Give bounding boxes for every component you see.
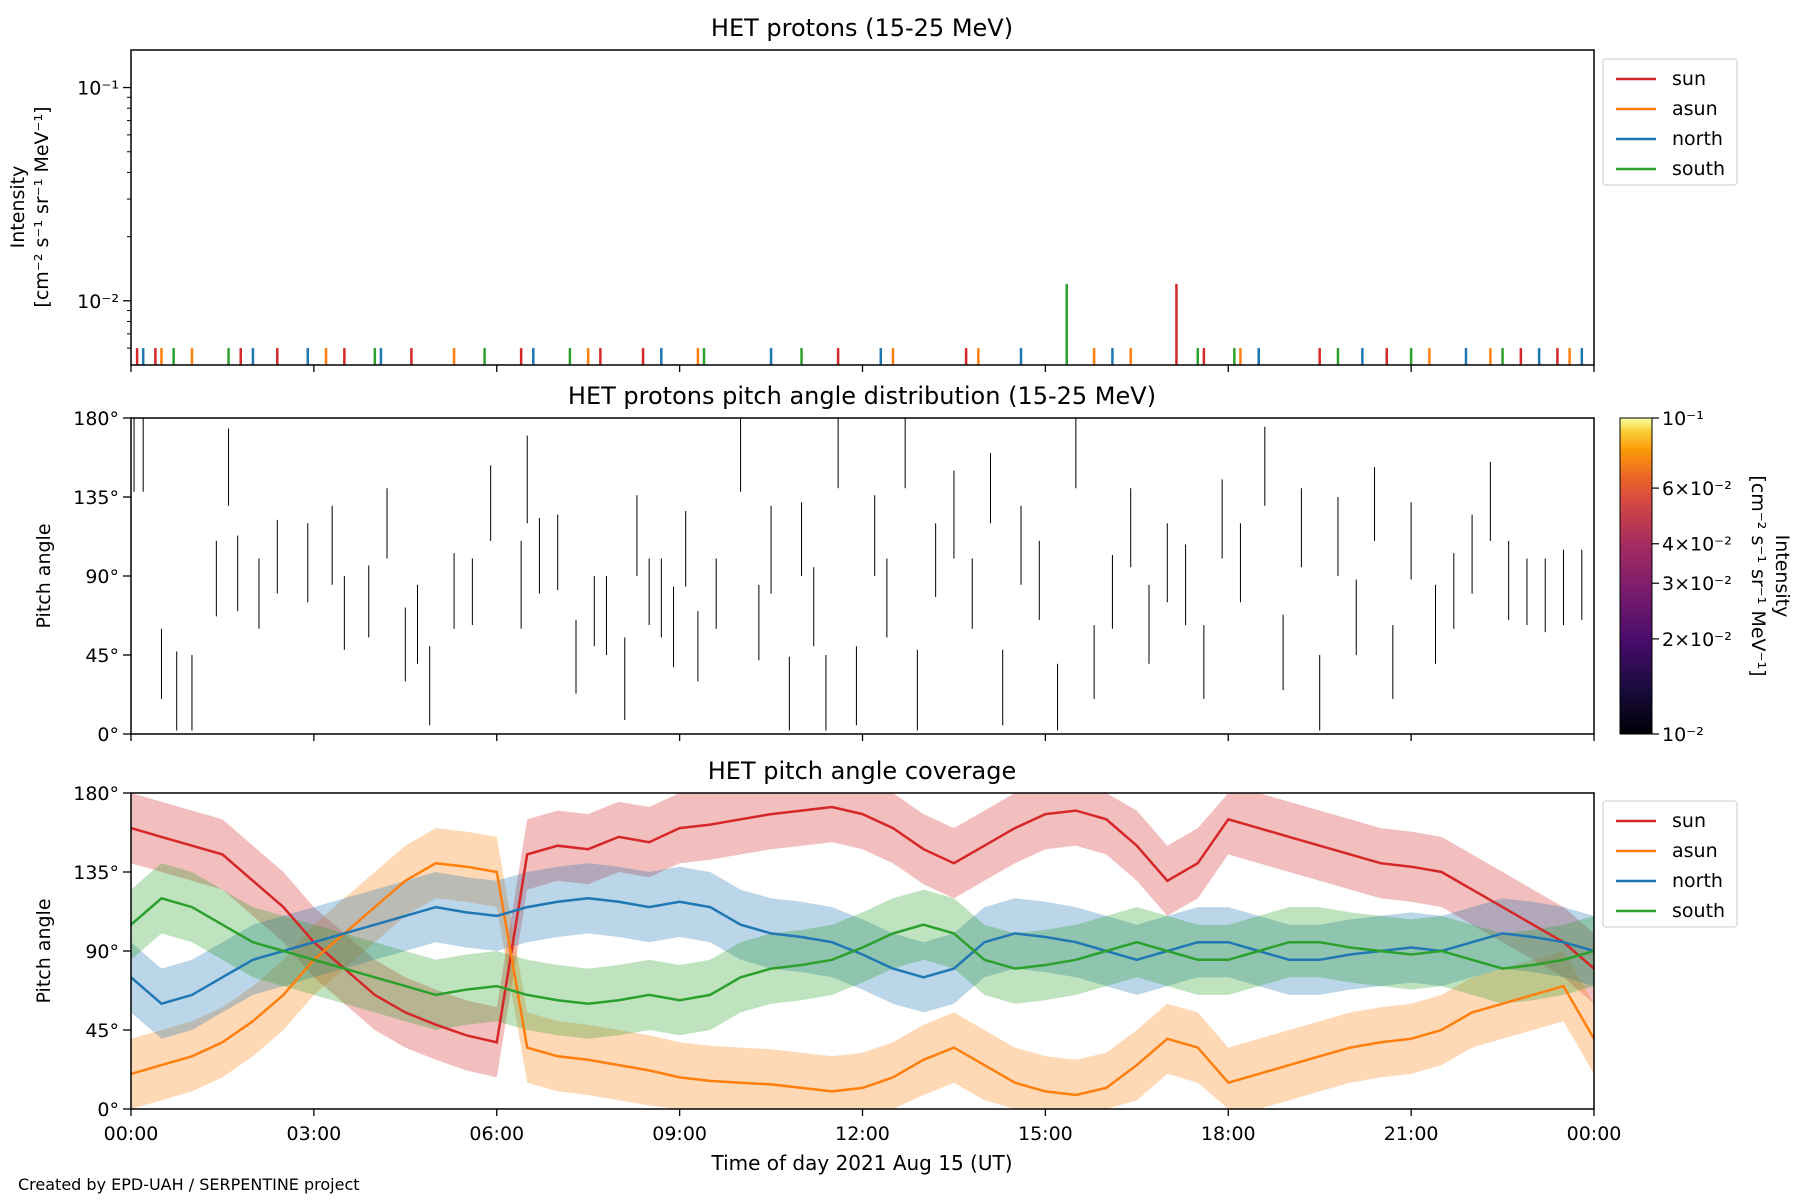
colorbar-tick-label: 10⁻¹ bbox=[1662, 408, 1704, 430]
panel-pad: HET protons pitch angle distribution (15… bbox=[33, 382, 1793, 746]
footer-credit: Created by EPD-UAH / SERPENTINE project bbox=[18, 1175, 360, 1194]
colorbar-tick-label: 3×10⁻² bbox=[1662, 573, 1732, 595]
intensity-legend-label-asun: asun bbox=[1672, 98, 1718, 120]
panel-coverage-title: HET pitch angle coverage bbox=[708, 757, 1016, 785]
coverage-tick-label: 45° bbox=[85, 1020, 119, 1042]
intensity-legend: sun asun north south bbox=[1602, 58, 1738, 186]
coverage-line-north bbox=[130, 897, 1595, 1006]
pad-tick-label: 0° bbox=[97, 724, 119, 746]
intensity-spikes bbox=[135, 283, 1584, 365]
intensity-ylabel-line2: [cm⁻² s⁻¹ sr⁻¹ MeV⁻¹] bbox=[31, 106, 53, 307]
time-tick-label: 06:00 bbox=[469, 1123, 524, 1145]
coverage-legend-label-south: south bbox=[1672, 900, 1725, 922]
coverage-ylabel: Pitch angle bbox=[33, 898, 55, 1003]
coverage-band-asun bbox=[131, 828, 1594, 1109]
coverage-line-sun bbox=[130, 805, 1595, 1044]
panel-pad-title: HET protons pitch angle distribution (15… bbox=[568, 382, 1156, 410]
intensity-legend-box bbox=[1602, 58, 1738, 186]
colorbar-tick-label: 6×10⁻² bbox=[1662, 478, 1732, 500]
time-tick-label: 00:00 bbox=[1567, 1123, 1622, 1145]
intensity-ylabel-line1: Intensity bbox=[7, 166, 29, 249]
x-axis-label: Time of day 2021 Aug 15 (UT) bbox=[710, 1151, 1012, 1175]
coverage-band-north bbox=[131, 863, 1594, 1039]
panel-intensity-title: HET protons (15-25 MeV) bbox=[711, 14, 1013, 42]
colorbar-label-line2: [cm⁻² s⁻¹ sr⁻¹ MeV⁻¹] bbox=[1747, 475, 1769, 676]
coverage-legend-label-sun: sun bbox=[1672, 810, 1706, 832]
pad-tick-label: 45° bbox=[85, 645, 119, 667]
coverage-legend-box bbox=[1602, 800, 1738, 928]
pad-tick-label: 90° bbox=[85, 566, 119, 588]
intensity-tick-label: 10⁻² bbox=[77, 291, 119, 313]
colorbar-tick-label: 4×10⁻² bbox=[1662, 534, 1732, 556]
coverage-legend-label-asun: asun bbox=[1672, 840, 1718, 862]
intensity-tick-label: 10⁻¹ bbox=[77, 78, 119, 100]
coverage-legend: sun asun north south bbox=[1602, 800, 1738, 928]
pad-tick-label: 135° bbox=[73, 487, 119, 509]
time-tick-label: 00:00 bbox=[104, 1123, 159, 1145]
coverage-axes: 0° 45° 90° 135° 180° bbox=[73, 783, 131, 1121]
time-tick-label: 18:00 bbox=[1201, 1123, 1256, 1145]
coverage-line-asun bbox=[130, 861, 1596, 1097]
colorbar bbox=[1619, 417, 1653, 735]
coverage-line-south bbox=[130, 896, 1595, 1005]
time-tick-label: 12:00 bbox=[835, 1123, 890, 1145]
coverage-tick-label: 135° bbox=[73, 862, 119, 884]
colorbar-label-line1: Intensity bbox=[1771, 535, 1793, 618]
pad-tick-label: 180° bbox=[73, 408, 119, 430]
coverage-tick-label: 90° bbox=[85, 941, 119, 963]
pad-ylabel: Pitch angle bbox=[33, 523, 55, 628]
pad-segments bbox=[133, 418, 1583, 731]
colorbar-ticks: 10⁻¹ 6×10⁻² 4×10⁻² 3×10⁻² 2×10⁻² 10⁻² bbox=[1652, 408, 1732, 746]
intensity-axes: 10⁻¹ 10⁻² bbox=[77, 78, 131, 349]
time-tick-label: 21:00 bbox=[1384, 1123, 1439, 1145]
intensity-frame bbox=[130, 49, 1595, 366]
panel-coverage: HET pitch angle coverage 0° 45° 90° 135° 180… bbox=[33, 757, 1738, 1121]
time-tick-label: 03:00 bbox=[286, 1123, 341, 1145]
coverage-series bbox=[130, 793, 1596, 1109]
intensity-legend-label-sun: sun bbox=[1672, 68, 1706, 90]
intensity-legend-label-north: north bbox=[1672, 128, 1723, 150]
time-axis-ticks: 00:00 03:00 06:00 09:00 12:00 15:00 18:00 21:00… bbox=[104, 365, 1622, 1145]
time-tick-label: 15:00 bbox=[1018, 1123, 1073, 1145]
colorbar-tick-label: 10⁻² bbox=[1662, 724, 1704, 746]
time-tick-label: 09:00 bbox=[652, 1123, 707, 1145]
pad-frame bbox=[130, 417, 1595, 735]
coverage-legend-label-north: north bbox=[1672, 870, 1723, 892]
coverage-band-south bbox=[131, 863, 1594, 1039]
intensity-legend-label-south: south bbox=[1672, 158, 1725, 180]
coverage-tick-label: 0° bbox=[97, 1099, 119, 1121]
coverage-tick-label: 180° bbox=[73, 783, 119, 805]
panel-intensity: HET protons (15-25 MeV) 10⁻¹ 10⁻² Intensi… bbox=[7, 14, 1738, 366]
colorbar-tick-label: 2×10⁻² bbox=[1662, 629, 1732, 651]
pad-axes: 0° 45° 90° 135° 180° bbox=[73, 408, 131, 746]
